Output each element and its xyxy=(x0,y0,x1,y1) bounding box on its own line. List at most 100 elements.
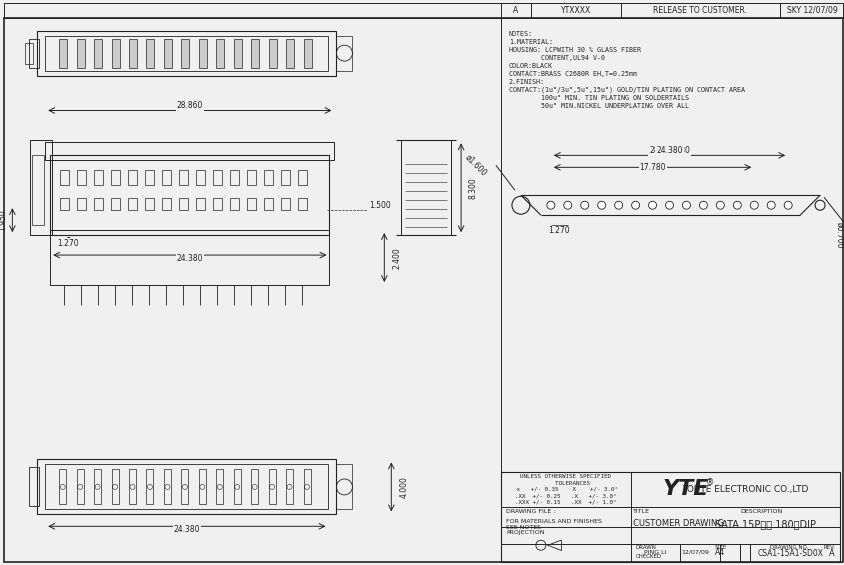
Bar xyxy=(111,198,120,210)
Bar xyxy=(46,36,328,71)
Circle shape xyxy=(665,201,673,209)
Bar xyxy=(162,170,170,185)
Bar xyxy=(145,198,154,210)
Text: SIZE: SIZE xyxy=(713,545,726,550)
Bar xyxy=(77,38,84,68)
Text: 2.400: 2.400 xyxy=(392,247,401,269)
Bar xyxy=(77,470,84,505)
Bar xyxy=(111,470,118,505)
Text: PING LI: PING LI xyxy=(643,550,666,555)
Bar xyxy=(280,170,289,185)
Bar xyxy=(32,155,44,225)
Bar xyxy=(213,198,221,210)
Bar xyxy=(30,38,39,68)
Bar xyxy=(251,38,259,68)
Text: ø1.600: ø1.600 xyxy=(463,153,488,178)
Text: NOTES:
1.MATERIAL:
HOUSING: LCPWITH 30 % GLASS FIBER
        CONTENT,UL94 V-0
CO: NOTES: 1.MATERIAL: HOUSING: LCPWITH 30 %… xyxy=(508,31,744,109)
Text: 24.380: 24.380 xyxy=(176,254,203,263)
Bar xyxy=(50,230,329,285)
Circle shape xyxy=(614,201,622,209)
Bar xyxy=(128,170,137,185)
Bar xyxy=(216,470,223,505)
Bar xyxy=(303,470,310,505)
Bar xyxy=(46,464,328,510)
Circle shape xyxy=(699,201,706,209)
Text: FOR MATERIALS AND FINISHES
SEE NOTES: FOR MATERIALS AND FINISHES SEE NOTES xyxy=(506,519,601,530)
Bar xyxy=(60,170,69,185)
Text: YTE: YTE xyxy=(662,480,708,499)
Text: A: A xyxy=(512,6,518,15)
Text: 4.000: 4.000 xyxy=(399,476,408,498)
Bar xyxy=(50,155,329,235)
Text: 1.270: 1.270 xyxy=(57,238,79,247)
Bar xyxy=(234,38,241,68)
Bar xyxy=(59,470,66,505)
Bar xyxy=(60,198,69,210)
Bar xyxy=(196,170,204,185)
Text: 28.860380: 28.860380 xyxy=(648,146,689,155)
Bar xyxy=(196,198,204,210)
Circle shape xyxy=(630,201,639,209)
Bar xyxy=(111,38,119,68)
Bar xyxy=(146,38,154,68)
Text: A: A xyxy=(828,549,834,558)
Bar xyxy=(77,198,86,210)
Bar xyxy=(286,470,293,505)
Text: DESCRIPTION: DESCRIPTION xyxy=(739,510,782,514)
Text: ®: ® xyxy=(706,478,714,487)
Bar xyxy=(164,38,171,68)
Bar xyxy=(297,198,306,210)
Circle shape xyxy=(749,201,757,209)
Circle shape xyxy=(783,201,791,209)
Bar xyxy=(181,38,189,68)
Bar xyxy=(111,170,120,185)
Bar xyxy=(263,198,273,210)
Bar xyxy=(37,31,336,76)
Text: SATA 15P公头 180度DIP: SATA 15P公头 180度DIP xyxy=(714,519,814,529)
Bar xyxy=(263,170,273,185)
Bar xyxy=(146,470,154,505)
Text: A4: A4 xyxy=(714,547,724,557)
Bar xyxy=(246,170,256,185)
Bar xyxy=(128,198,137,210)
Bar xyxy=(268,38,276,68)
Bar xyxy=(162,198,170,210)
Circle shape xyxy=(716,201,723,209)
Bar xyxy=(129,38,137,68)
Circle shape xyxy=(580,201,588,209)
Bar xyxy=(303,38,311,68)
Text: CUSTOMER DRAWING: CUSTOMER DRAWING xyxy=(632,519,722,528)
Bar xyxy=(280,198,289,210)
Bar xyxy=(94,38,102,68)
Bar xyxy=(500,472,839,562)
Text: 24.380: 24.380 xyxy=(656,146,682,155)
Bar xyxy=(198,470,206,505)
Circle shape xyxy=(682,201,690,209)
Bar xyxy=(401,141,451,235)
Text: 1.270: 1.270 xyxy=(548,225,569,234)
Circle shape xyxy=(733,201,740,209)
Text: 17.780: 17.780 xyxy=(639,166,665,175)
Bar xyxy=(94,170,103,185)
Text: YOUTE ELECTRONIC CO.,LTD: YOUTE ELECTRONIC CO.,LTD xyxy=(681,485,808,494)
Text: UNLESS OTHERWISE SPECIFIED
    TOLERANCES
 x   +/- 0.35    X    +/- 3.0°
.XX  +/: UNLESS OTHERWISE SPECIFIED TOLERANCES x … xyxy=(512,475,618,504)
Bar xyxy=(4,3,842,18)
Bar xyxy=(179,198,187,210)
Text: YTXXXX: YTXXXX xyxy=(560,6,590,15)
Bar xyxy=(213,170,221,185)
Bar xyxy=(179,170,187,185)
Text: 8.300: 8.300 xyxy=(468,177,477,199)
Bar xyxy=(30,467,39,506)
Bar xyxy=(251,470,258,505)
Text: DRAWING NO.: DRAWING NO. xyxy=(769,545,808,550)
Bar xyxy=(230,198,239,210)
Text: 12/07/09: 12/07/09 xyxy=(680,550,708,555)
Bar xyxy=(94,470,101,505)
Bar xyxy=(46,142,334,160)
Text: DRAWING FILE :: DRAWING FILE : xyxy=(506,510,555,514)
Bar xyxy=(30,141,52,235)
Bar xyxy=(94,198,103,210)
Bar xyxy=(297,170,306,185)
Circle shape xyxy=(597,201,605,209)
Text: ø0.700: ø0.700 xyxy=(835,222,843,249)
